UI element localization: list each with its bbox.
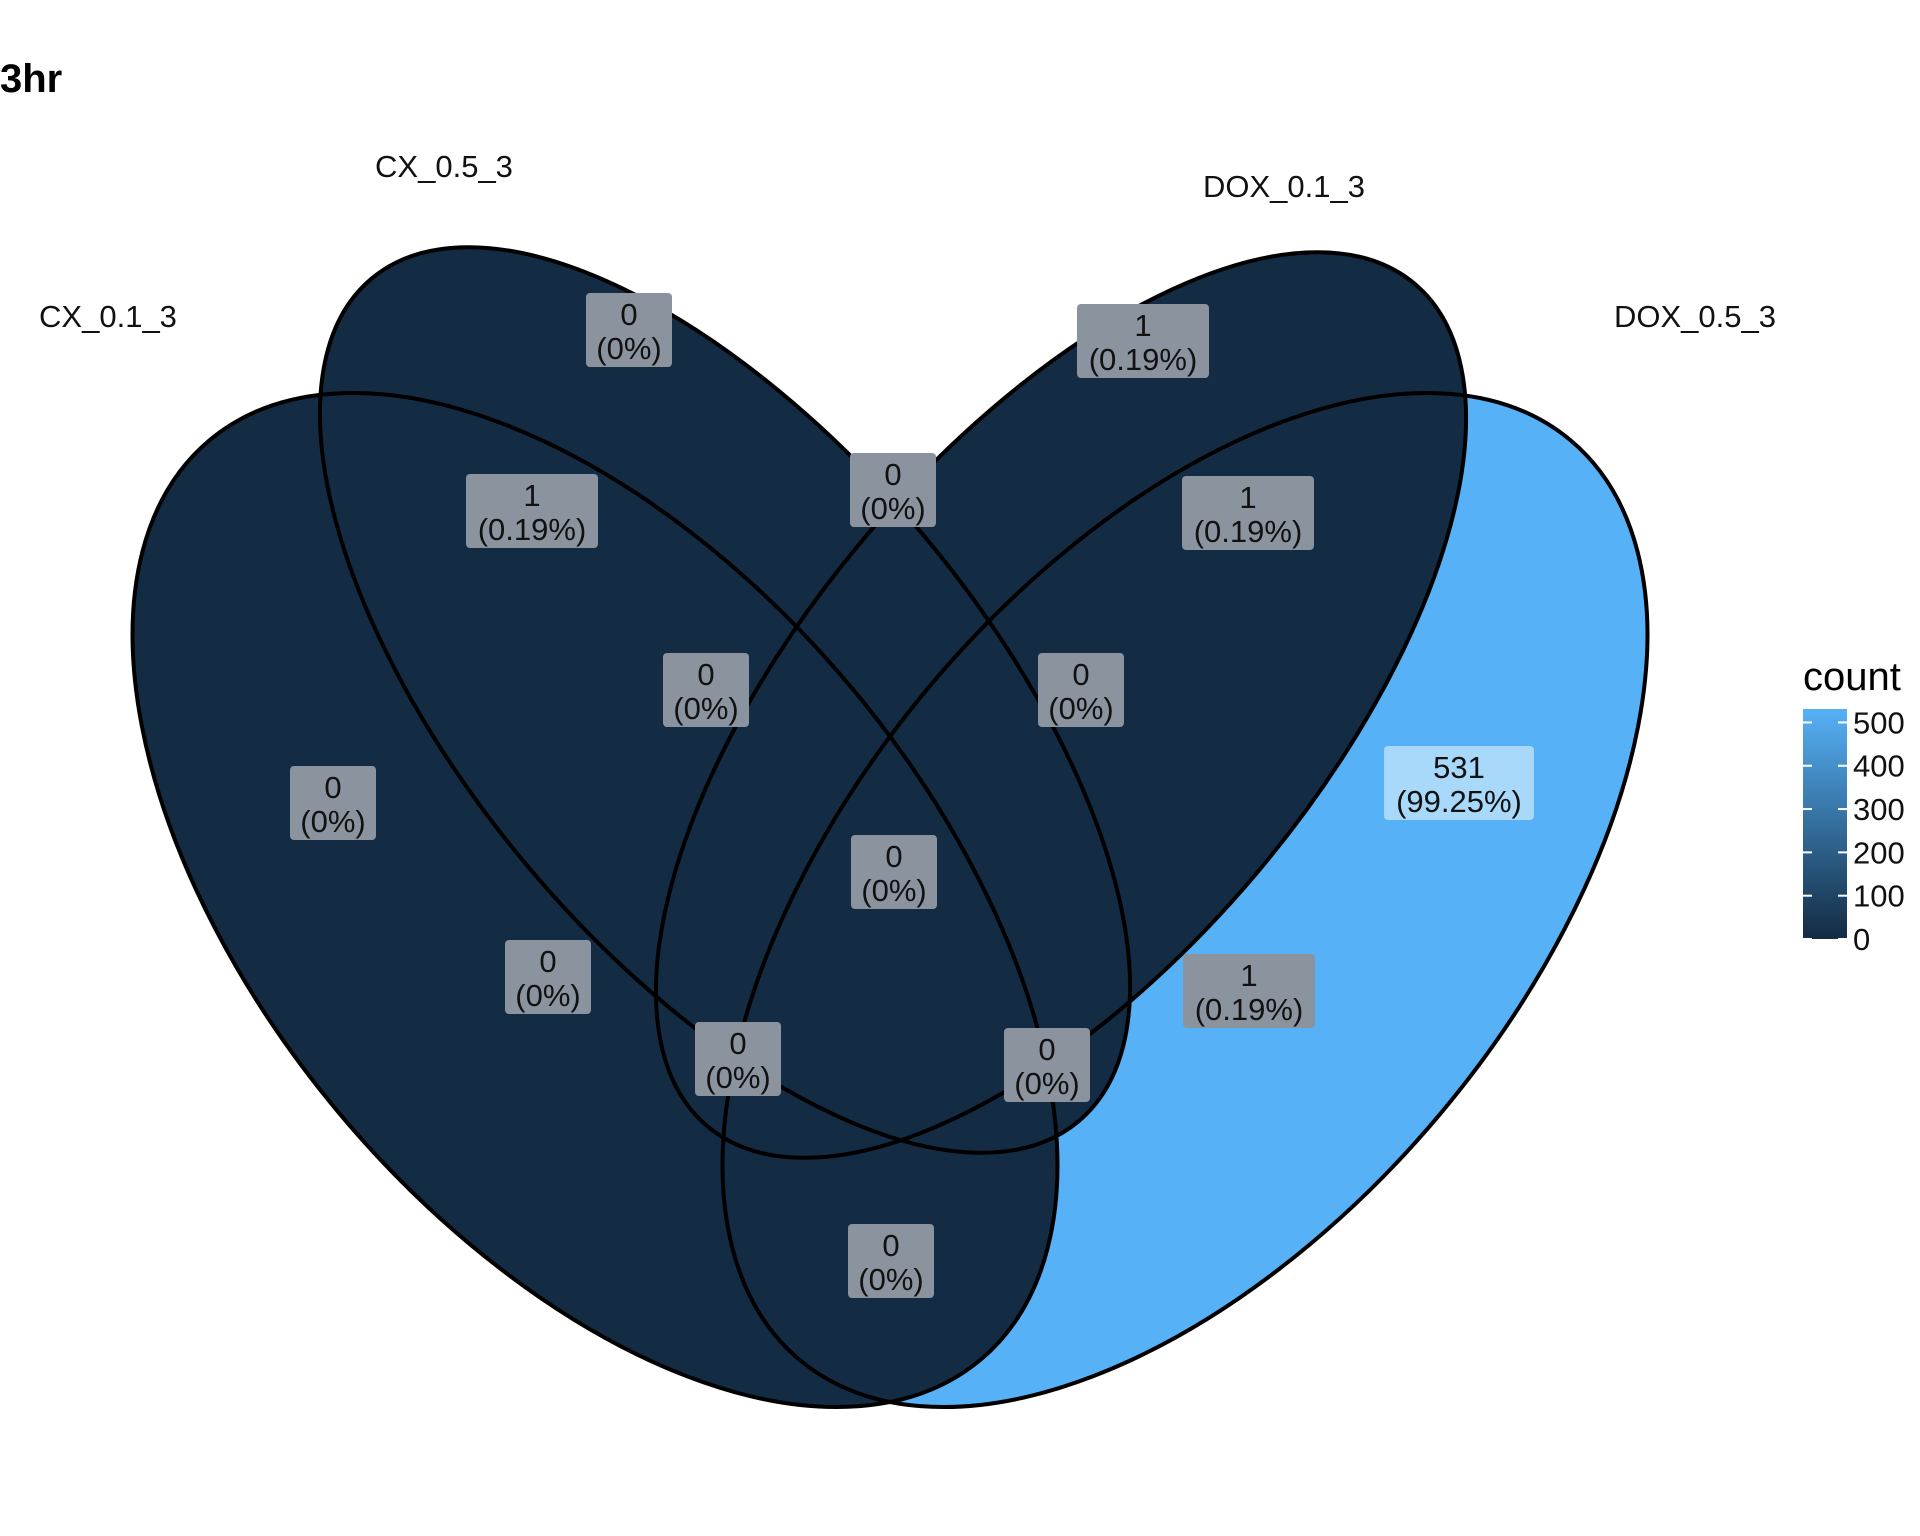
region-count: 0 <box>885 839 902 874</box>
region-label-a: 0(0%) <box>290 766 376 840</box>
region-label-bd: 1(0.19%) <box>1183 954 1315 1028</box>
region-label-bcd: 0(0%) <box>1038 653 1124 727</box>
region-label-box <box>1038 653 1124 727</box>
legend-tick-label: 500 <box>1853 705 1905 740</box>
region-count: 0 <box>539 944 556 979</box>
region-count: 0 <box>324 770 341 805</box>
region-label-abcd: 0(0%) <box>851 835 937 909</box>
set-labels: CX_0.1_3 CX_0.5_3 DOX_0.1_3 DOX_0.5_3 <box>39 149 1776 334</box>
region-label-box <box>290 766 376 840</box>
region-count: 1 <box>1134 308 1151 343</box>
region-label-b: 0(0%) <box>586 293 672 367</box>
region-count: 0 <box>1072 657 1089 692</box>
region-label-ac: 0(0%) <box>505 940 591 1014</box>
region-label-box <box>1182 476 1314 550</box>
region-count: 0 <box>729 1026 746 1061</box>
region-percent: (0%) <box>1014 1066 1079 1101</box>
region-percent: (0%) <box>673 691 738 726</box>
region-label-box <box>1384 746 1534 820</box>
region-percent: (0%) <box>515 978 580 1013</box>
region-count: 531 <box>1433 750 1485 785</box>
region-label-box <box>695 1022 781 1096</box>
legend-tick-label: 400 <box>1853 749 1905 784</box>
region-label-cd: 1(0.19%) <box>1182 476 1314 550</box>
legend-ticks: 500 400 300 200 100 0 <box>1803 705 1905 957</box>
legend-tick-label: 300 <box>1853 792 1905 827</box>
legend-tick-label: 0 <box>1853 922 1870 957</box>
region-percent: (0%) <box>1048 691 1113 726</box>
region-label-box <box>848 1224 934 1298</box>
region-label-d: 531(99.25%) <box>1384 746 1534 820</box>
set-label-a: CX_0.1_3 <box>39 299 177 334</box>
region-label-box <box>466 474 598 548</box>
region-label-ab: 1(0.19%) <box>466 474 598 548</box>
region-label-c: 1(0.19%) <box>1077 304 1209 378</box>
legend-title: count <box>1803 655 1901 699</box>
region-percent: (0%) <box>860 491 925 526</box>
region-label-box <box>1183 954 1315 1028</box>
region-percent: (0%) <box>596 331 661 366</box>
region-label-box <box>1004 1028 1090 1102</box>
region-label-box <box>850 453 936 527</box>
region-label-acd: 0(0%) <box>695 1022 781 1096</box>
legend-tick-label: 200 <box>1853 835 1905 870</box>
region-label-abd: 0(0%) <box>1004 1028 1090 1102</box>
set-label-c: DOX_0.1_3 <box>1203 169 1365 204</box>
region-count: 0 <box>882 1228 899 1263</box>
legend: count 500 400 300 200 100 0 <box>1803 655 1905 957</box>
region-label-box <box>663 653 749 727</box>
region-count: 1 <box>1240 958 1257 993</box>
legend-tick-label: 100 <box>1853 879 1905 914</box>
region-percent: (0.19%) <box>1195 992 1304 1027</box>
region-label-bc: 0(0%) <box>850 453 936 527</box>
region-count: 0 <box>620 297 637 332</box>
region-label-abc: 0(0%) <box>663 653 749 727</box>
region-count: 0 <box>697 657 714 692</box>
region-count: 1 <box>1239 480 1256 515</box>
region-label-box <box>586 293 672 367</box>
legend-colorbar <box>1803 709 1847 939</box>
region-labels: 0(0%)0(0%)1(0.19%)531(99.25%)1(0.19%)0(0… <box>290 293 1534 1298</box>
region-label-ad: 0(0%) <box>848 1224 934 1298</box>
region-percent: (0.19%) <box>478 512 587 547</box>
region-label-box <box>851 835 937 909</box>
region-percent: (0%) <box>300 804 365 839</box>
region-percent: (0%) <box>858 1262 923 1297</box>
region-count: 0 <box>884 457 901 492</box>
region-percent: (0%) <box>705 1060 770 1095</box>
region-label-box <box>1077 304 1209 378</box>
region-percent: (0.19%) <box>1089 342 1198 377</box>
region-count: 1 <box>523 478 540 513</box>
region-percent: (0%) <box>861 873 926 908</box>
region-percent: (0.19%) <box>1194 514 1303 549</box>
region-percent: (99.25%) <box>1396 784 1522 819</box>
region-fills <box>0 112 1826 1536</box>
region-label-box <box>505 940 591 1014</box>
plot-title: 3hr <box>0 57 62 101</box>
set-label-b: CX_0.5_3 <box>375 149 513 184</box>
set-label-d: DOX_0.5_3 <box>1614 299 1776 334</box>
region-count: 0 <box>1038 1032 1055 1067</box>
